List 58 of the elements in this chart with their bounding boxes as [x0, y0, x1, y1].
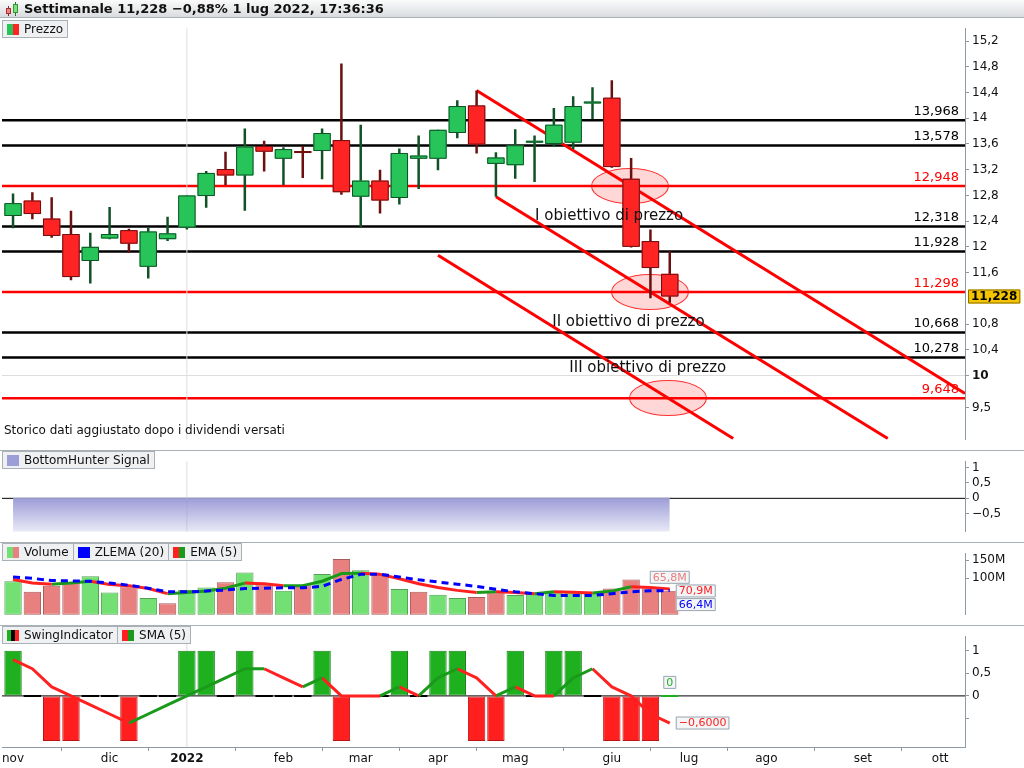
- ref-line-label: 11,298: [913, 274, 959, 290]
- y-tick-label: 12,4: [972, 213, 999, 228]
- text: 11,228: [971, 289, 1018, 304]
- ref-line-label: 10,278: [913, 340, 959, 356]
- legend-label: EMA (5): [190, 545, 238, 559]
- y-tick-label: 10: [972, 367, 989, 382]
- x-tick-label: ott: [931, 751, 949, 766]
- x-tick-label: set: [853, 751, 873, 766]
- y-tick-label: 0,5: [972, 665, 992, 680]
- y-tick-label: 13,6: [972, 136, 999, 151]
- y-tick-label: 0,5: [972, 475, 992, 490]
- ref-line-label: 13,968: [913, 103, 959, 119]
- x-tick-label: 2022: [170, 751, 204, 766]
- x-tick-label: giu: [602, 751, 622, 766]
- y-tick-label: 150M: [972, 552, 1006, 567]
- y-tick-label: 10,4: [972, 341, 999, 356]
- y-tick-label: 12,8: [972, 187, 999, 202]
- y-tick-label: 13,2: [972, 161, 999, 176]
- y-tick-label: 100M: [972, 570, 1006, 585]
- x-tick-label: dic: [100, 751, 119, 766]
- y-tick-label: 0: [972, 688, 980, 703]
- ref-line-label: 13,578: [913, 128, 959, 144]
- ref-line-label: 11,928: [913, 234, 959, 250]
- legend-label: BottomHunter Signal: [24, 453, 150, 467]
- y-tick-label: 9,5: [972, 399, 992, 414]
- y-tick-label: 15,2: [972, 33, 999, 48]
- y-tick-label: 14,4: [972, 84, 999, 99]
- y-tick-label: 11,6: [972, 264, 999, 279]
- ref-line-label: 12,318: [913, 209, 959, 225]
- y-tick-label: 1: [972, 642, 980, 657]
- y-tick-label: 14: [972, 110, 988, 125]
- annotation: Storico dati aggiustato dopo i dividendi versati: [4, 422, 285, 437]
- x-tick-label: apr: [428, 751, 448, 766]
- x-tick-label: ago: [755, 751, 778, 766]
- data-label: 66,4M: [678, 597, 713, 611]
- y-tick-label: 14,8: [972, 58, 999, 73]
- y-tick-label: 12: [972, 238, 988, 253]
- x-tick-label: mar: [348, 751, 373, 766]
- legend-label: ZLEMA (20): [94, 545, 165, 559]
- x-tick-label: nov: [2, 751, 25, 766]
- data-label: 0: [666, 675, 674, 689]
- legend-label: SMA (5): [139, 628, 187, 642]
- chart-title: Settimanale 11,228 −0,88% 1 lug 2022, 17:36:36: [24, 1, 384, 16]
- y-tick-label: −0,5: [972, 505, 1002, 520]
- ref-line-label: 10,668: [913, 315, 959, 331]
- y-tick-label: 0: [972, 490, 980, 505]
- x-tick-label: mag: [501, 751, 529, 766]
- x-tick-label: feb: [273, 751, 294, 766]
- data-label: 70,9M: [678, 584, 713, 598]
- data-label: 65,8M: [652, 570, 687, 584]
- ref-line-label: 12,948: [913, 168, 959, 184]
- legend-label: Volume: [24, 545, 69, 559]
- y-tick-label: 1: [972, 459, 980, 474]
- legend-label: SwingIndicator: [24, 628, 114, 642]
- data-label: −0,6000: [678, 716, 727, 730]
- x-tick-label: lug: [679, 751, 699, 766]
- legend-label: Prezzo: [24, 22, 64, 36]
- y-tick-label: 10,8: [972, 316, 999, 331]
